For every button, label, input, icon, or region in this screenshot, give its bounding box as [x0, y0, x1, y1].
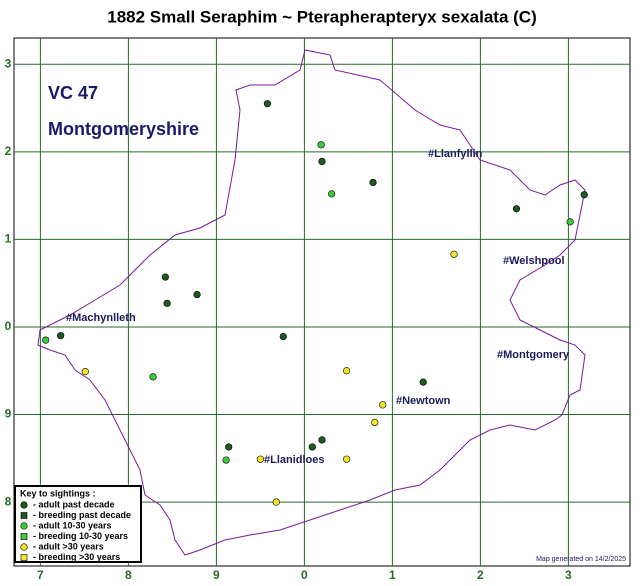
sighting-point [369, 178, 377, 187]
y-tick-label: 1 [5, 232, 12, 246]
x-tick-label: 3 [565, 568, 572, 582]
y-tick-label: 0 [5, 319, 12, 333]
sighting-point [279, 332, 287, 341]
x-tick-label: 1 [389, 568, 396, 582]
vc-label: VC 47 [48, 83, 98, 103]
y-tick-label: 3 [5, 56, 12, 70]
sighting-point [193, 290, 201, 299]
town-label: #Montgomery [497, 349, 570, 361]
legend-box [14, 485, 142, 563]
legend-label: - adult past decade [33, 499, 115, 509]
sighting-point [318, 157, 326, 166]
town-label: #Welshpool [503, 255, 565, 267]
y-tick-label: 2 [5, 144, 12, 158]
sighting-point [317, 141, 325, 149]
x-tick-label: 2 [477, 568, 484, 582]
sighting-point [512, 205, 521, 213]
x-tick-label: 7 [37, 568, 44, 582]
x-tick-label: 9 [213, 568, 220, 582]
sighting-point [57, 332, 65, 340]
map-frame [13, 37, 631, 567]
sighting-point [343, 455, 351, 463]
town-label: #Llanfyllin [428, 148, 483, 160]
sighting-point [379, 401, 387, 409]
sighting-point [163, 299, 171, 307]
sighting-point [225, 443, 233, 451]
map-title: 1882 Small Seraphim ~ Pterapherapteryx s… [107, 7, 536, 26]
y-tick-label: 9 [5, 407, 12, 421]
county-label: Montgomeryshire [48, 119, 199, 139]
sighting-point [566, 218, 574, 226]
sighting-point [328, 190, 336, 198]
legend-label: - breeding >30 years [33, 552, 120, 562]
sighting-point [318, 436, 326, 444]
y-tick-label: 8 [5, 494, 12, 508]
town-label: #Machynlleth [66, 312, 136, 324]
legend-symbol [20, 501, 28, 509]
sighting-point [450, 250, 458, 258]
sighting-point [272, 498, 280, 506]
legend-symbol [20, 543, 28, 551]
sighting-point [42, 336, 50, 344]
county-boundary [37, 49, 586, 556]
legend-label: - breeding 10-30 years [33, 531, 128, 541]
sighting-point [343, 367, 351, 375]
sighting-point [161, 273, 169, 281]
sighting-point [149, 373, 157, 381]
town-label: #Newtown [396, 395, 451, 407]
legend-title: Key to sightings : [20, 488, 96, 498]
sighting-point [81, 368, 89, 376]
legend-label: - breeding past decade [33, 510, 131, 520]
sighting-point [419, 378, 427, 386]
sighting-point [371, 418, 379, 426]
x-tick-label: 8 [125, 568, 132, 582]
town-label: #Llanidloes [264, 454, 325, 466]
x-tick-label: 0 [301, 568, 308, 582]
sighting-point [222, 456, 230, 464]
legend-symbol [20, 533, 28, 540]
sighting-point [580, 191, 588, 199]
sighting-point [263, 100, 272, 108]
legend-symbol [20, 512, 28, 519]
legend-label: - adult 10-30 years [33, 520, 112, 530]
sighting-point [308, 443, 316, 451]
legend-symbol [20, 522, 28, 530]
legend-symbol [20, 554, 28, 561]
legend-label: - adult >30 years [33, 541, 104, 551]
footer: Map generated on 14/2/2025 [536, 556, 626, 563]
sighting-point [256, 455, 265, 463]
